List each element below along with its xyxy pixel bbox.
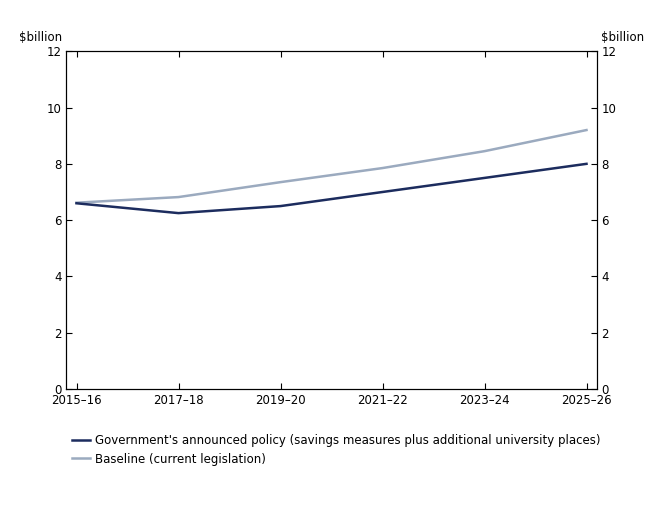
Text: $billion: $billion <box>601 31 644 45</box>
Legend: Government's announced policy (savings measures plus additional university place: Government's announced policy (savings m… <box>72 434 600 466</box>
Text: $billion: $billion <box>19 31 62 45</box>
